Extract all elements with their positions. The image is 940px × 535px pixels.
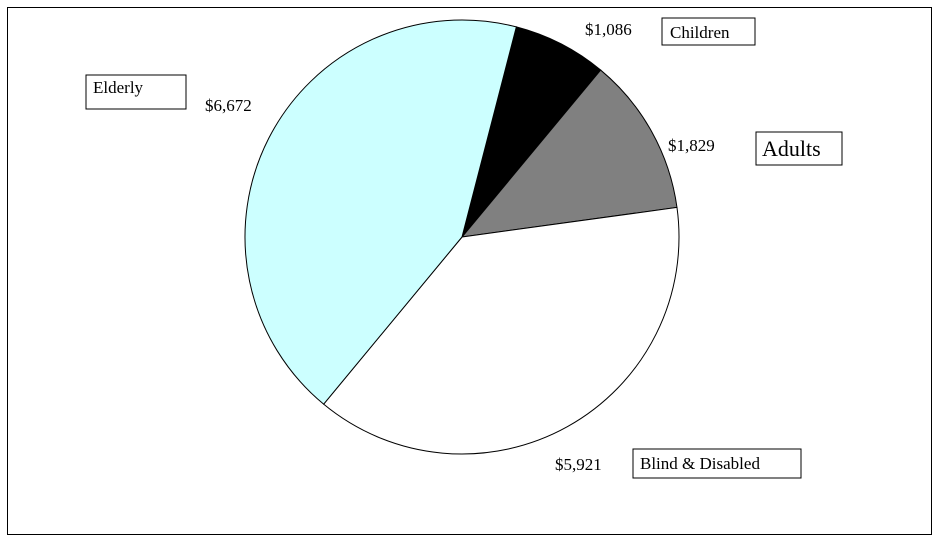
category-box-adults — [755, 131, 843, 166]
value-label-adults: $1,829 — [668, 136, 715, 155]
category-box-elderly — [85, 74, 187, 110]
category-label-children: Children — [670, 23, 730, 42]
slice-adults — [460, 69, 678, 238]
category-box-children — [661, 17, 756, 46]
category-label-elderly: Elderly — [93, 78, 144, 97]
category-label-adults: Adults — [762, 136, 821, 161]
slice-blind-disabled — [322, 206, 680, 455]
slice-elderly — [244, 19, 517, 405]
value-label-elderly: $6,672 — [205, 96, 252, 115]
category-box-blind-disabled — [632, 448, 802, 479]
value-label-children: $1,086 — [585, 20, 632, 39]
category-label-blind-disabled: Blind & Disabled — [640, 454, 760, 473]
value-label-blind-disabled: $5,921 — [555, 455, 602, 474]
